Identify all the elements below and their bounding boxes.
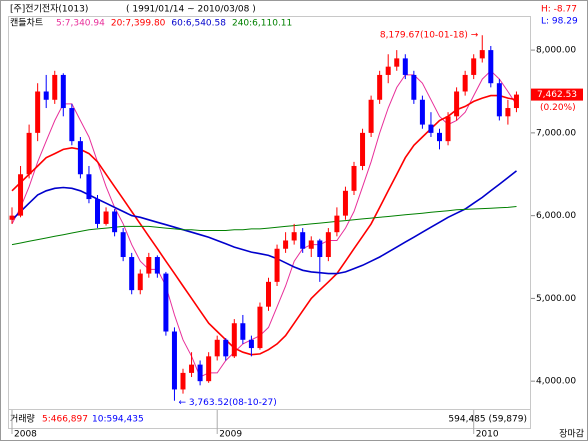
candle-body xyxy=(300,232,306,249)
candle-body xyxy=(120,232,126,258)
ma-line xyxy=(11,170,517,275)
candle-body xyxy=(428,124,434,133)
candle-body xyxy=(137,273,143,291)
y-tick-label: 8,000.00 xyxy=(536,46,576,56)
volume-label: 거래량 xyxy=(10,413,35,425)
y-tick-label: 6,000.00 xyxy=(536,211,576,221)
ma-line xyxy=(11,70,517,378)
candle-body xyxy=(248,339,254,349)
y-tick-label: 7,000.00 xyxy=(536,128,576,138)
candle-body xyxy=(471,58,477,75)
legend-entry: 20:7,399.80 xyxy=(111,19,166,29)
candle-body xyxy=(112,211,118,233)
candle-body xyxy=(257,306,263,349)
candle-body xyxy=(43,91,49,100)
candle-body xyxy=(274,248,280,282)
stock-title: [주]전기전자(1013) xyxy=(10,4,88,15)
current-change: (0.20%) xyxy=(540,103,576,113)
candle-body xyxy=(513,94,519,109)
candle-body xyxy=(377,74,383,100)
candle-body xyxy=(214,339,220,357)
candle-body xyxy=(9,215,15,220)
plot-frame xyxy=(8,16,531,429)
candle-body xyxy=(35,91,41,133)
x-tick-label: 2010 xyxy=(476,430,499,440)
candle-body xyxy=(266,281,271,307)
candle-body xyxy=(69,108,75,142)
candle-body xyxy=(479,50,485,59)
legend-entry: 60:6,540.58 xyxy=(171,19,226,29)
ma-line xyxy=(11,206,517,246)
candle-body xyxy=(342,190,348,216)
candle-body xyxy=(283,240,289,249)
candle-body xyxy=(18,174,24,216)
candle-body xyxy=(325,232,331,258)
candle-body xyxy=(317,240,323,258)
candle-body xyxy=(206,356,212,382)
legend-entry: 240:6,110.11 xyxy=(232,19,292,29)
volume-ma10: 10:594,435 xyxy=(92,415,144,425)
candle-body xyxy=(171,331,177,390)
candle-body xyxy=(462,74,468,92)
candle-body xyxy=(488,50,494,84)
candle-body xyxy=(454,91,460,117)
candle-body xyxy=(103,211,109,224)
candle-body xyxy=(505,108,511,117)
candle-body xyxy=(189,364,195,373)
high-label: H: -8.77 xyxy=(541,5,577,15)
candle-body xyxy=(437,132,442,142)
x-tick-label: 2009 xyxy=(219,430,242,440)
candle-body xyxy=(240,323,246,340)
candle-body xyxy=(411,74,417,100)
candle-body xyxy=(154,257,160,274)
candle-body xyxy=(146,257,152,274)
volume-ma5: 5:466,897 xyxy=(42,415,88,425)
candle-body xyxy=(394,58,400,67)
candle-body xyxy=(86,174,92,200)
candle-body xyxy=(385,66,391,75)
candle-body xyxy=(163,273,169,332)
candle-body xyxy=(334,215,340,233)
candle-body xyxy=(95,199,100,224)
current-price: 7,462.53 xyxy=(537,90,577,100)
low-label: L: 98.29 xyxy=(541,17,578,27)
candle-body xyxy=(26,132,32,175)
volume-last: 594,485 (59,879) xyxy=(448,415,527,425)
market-status: 장마감 xyxy=(559,428,584,440)
candle-body xyxy=(52,74,58,100)
candle-body xyxy=(402,58,408,75)
period: ( 1991/01/14 ~ 2010/03/08 ) xyxy=(126,5,256,15)
candle-body xyxy=(419,99,425,125)
annotation: 8,179.67(10-01-18) → xyxy=(380,31,479,41)
annotation: ← 3,763.52(08-10-27) xyxy=(178,398,276,408)
candle-body xyxy=(180,372,186,390)
y-tick-label: 4,000.00 xyxy=(536,377,576,387)
y-tick-label: 5,000.00 xyxy=(536,294,576,304)
candle-body xyxy=(129,257,135,291)
candle-body xyxy=(351,165,357,191)
candle-body xyxy=(308,240,314,249)
x-tick-label: 2008 xyxy=(14,430,37,440)
candle-body xyxy=(368,99,374,133)
current-price-box xyxy=(531,88,583,101)
candle-body xyxy=(496,83,502,117)
chart-label: 캔들차트 xyxy=(10,17,43,29)
candle-body xyxy=(445,116,451,142)
candle-body xyxy=(291,232,297,241)
candle-body xyxy=(360,132,366,166)
candle-body xyxy=(197,364,203,382)
candle-body xyxy=(231,323,237,357)
candle-body xyxy=(77,141,83,175)
candle-body xyxy=(60,74,66,109)
legend-entry: 5:7,340.94 xyxy=(56,19,105,29)
candle-body xyxy=(223,339,229,357)
